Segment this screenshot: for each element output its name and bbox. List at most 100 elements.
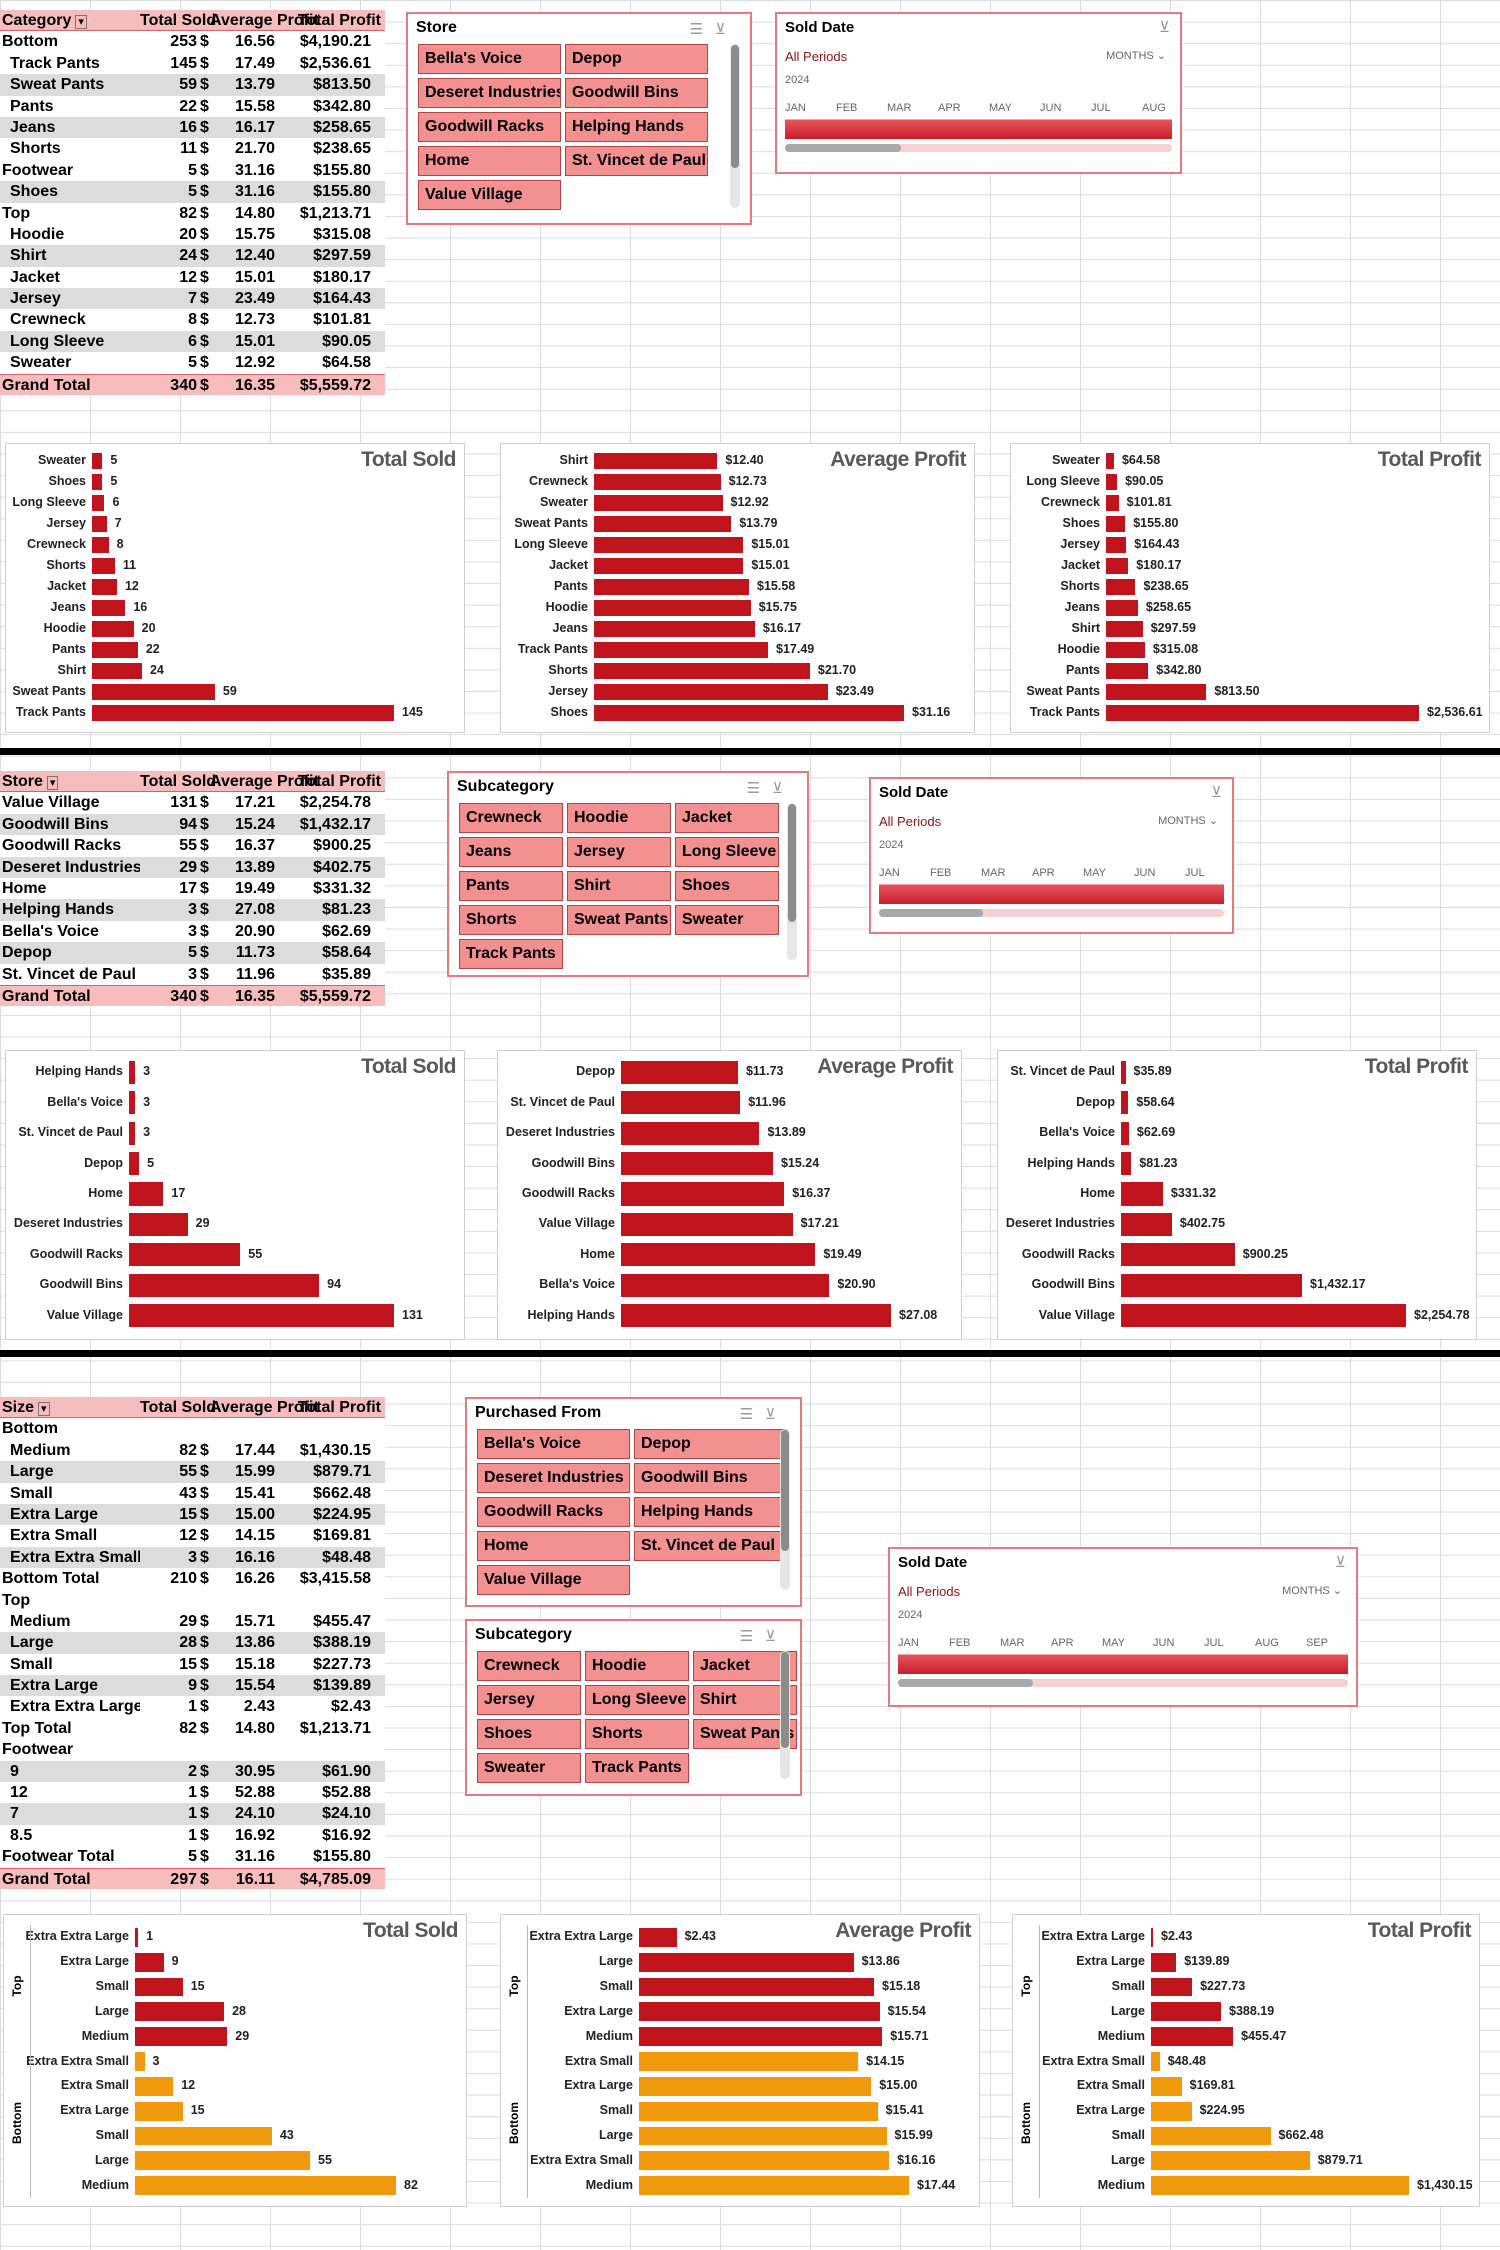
table-row[interactable]: Small 43 $15.41 $662.48 — [0, 1483, 385, 1504]
data-bar[interactable] — [135, 2101, 183, 2121]
table-row[interactable]: 12 1 $52.88 $52.88 — [0, 1782, 385, 1803]
slicer-item[interactable]: Value Village — [477, 1565, 630, 1595]
data-bar[interactable] — [1106, 684, 1207, 701]
data-bar[interactable] — [621, 1182, 785, 1206]
slicer-item[interactable]: Bella's Voice — [477, 1429, 630, 1459]
data-bar[interactable] — [1151, 1952, 1177, 1972]
table-row[interactable]: Shorts 11 $21.70 $238.65 — [0, 138, 385, 159]
data-bar[interactable] — [594, 515, 732, 532]
data-bar[interactable] — [92, 557, 115, 574]
subtotal-row[interactable]: Footwear Total 5 $31.16 $155.80 — [0, 1846, 385, 1868]
data-bar[interactable] — [621, 1060, 738, 1084]
slicer-item[interactable]: Jersey — [477, 1685, 581, 1715]
multi-select-icon[interactable]: ☰ — [689, 21, 716, 38]
data-bar[interactable] — [129, 1182, 164, 1206]
data-bar[interactable] — [621, 1243, 816, 1267]
timeline-month[interactable]: FEB — [930, 867, 952, 879]
store-pivot-table[interactable]: Store ▾ Total Sold Average Profit Total Prof… — [0, 771, 385, 1007]
timeline-month[interactable]: FEB — [836, 102, 858, 114]
data-bar[interactable] — [135, 1952, 164, 1972]
scrollbar-thumb[interactable] — [879, 909, 983, 917]
data-bar[interactable] — [594, 705, 904, 722]
data-bar[interactable] — [135, 2076, 174, 2096]
data-bar[interactable] — [92, 642, 138, 659]
clear-filter-icon[interactable]: ⊻ — [1335, 1554, 1346, 1571]
table-row[interactable]: Large 55 $15.99 $879.71 — [0, 1461, 385, 1483]
scrollbar-thumb[interactable] — [781, 1430, 789, 1551]
table-row[interactable]: Medium 29 $15.71 $455.47 — [0, 1611, 385, 1632]
slicer-scrollbar[interactable] — [780, 1429, 790, 1590]
data-bar[interactable] — [92, 705, 394, 722]
slicer-item[interactable]: Crewneck — [477, 1651, 581, 1681]
slicer-item[interactable]: Goodwill Racks — [477, 1497, 630, 1527]
total-sold-chart[interactable]: Total Sold Helping Hands 3 Bella's Voice 3 St… — [5, 1050, 465, 1340]
clear-filter-icon[interactable]: ⊻ — [1211, 784, 1222, 801]
data-bar[interactable] — [129, 1121, 136, 1145]
data-bar[interactable] — [135, 2052, 145, 2071]
data-bar[interactable] — [1151, 2151, 1310, 2171]
data-bar[interactable] — [1151, 2002, 1222, 2022]
data-bar[interactable] — [594, 600, 751, 617]
clear-filter-icon[interactable]: ⊻ — [1159, 19, 1170, 36]
data-bar[interactable] — [1121, 1060, 1126, 1084]
data-bar[interactable] — [1151, 1927, 1153, 1947]
data-bar[interactable] — [594, 473, 721, 490]
slicer-item[interactable]: Home — [477, 1531, 630, 1561]
data-bar[interactable] — [92, 621, 134, 638]
data-bar[interactable] — [1121, 1304, 1406, 1328]
table-row[interactable]: 9 2 $30.95 $61.90 — [0, 1760, 385, 1783]
table-row[interactable]: Shirt 24 $12.40 $297.59 — [0, 245, 385, 267]
data-bar[interactable] — [639, 2076, 872, 2096]
grand-total-row[interactable]: Grand Total 340 $16.35 $5,559.72 — [0, 984, 385, 1007]
slicer-scrollbar[interactable] — [787, 803, 797, 960]
data-bar[interactable] — [594, 494, 723, 511]
clear-filter-icon[interactable]: ⊻ — [765, 1628, 788, 1645]
filter-dropdown-icon[interactable]: ▾ — [75, 15, 87, 29]
table-row[interactable]: Home 17 $19.49 $331.32 — [0, 878, 385, 899]
timeline-selection-bar[interactable] — [785, 119, 1172, 139]
data-bar[interactable] — [639, 2126, 887, 2146]
data-bar[interactable] — [1151, 2076, 1182, 2096]
slicer-item[interactable]: Sweater — [477, 1753, 581, 1783]
data-bar[interactable] — [1106, 557, 1129, 574]
data-bar[interactable] — [621, 1304, 891, 1328]
subtotal-row[interactable]: Top Total 82 $14.80 $1,213.71 — [0, 1717, 385, 1740]
slicer-item[interactable]: Long Sleeve — [675, 837, 779, 867]
slicer-item[interactable]: Goodwill Racks — [418, 112, 561, 142]
subcategory-slicer-size[interactable]: Subcategory ☰⊻ Crewneck Hoodie Jacket Jersey L… — [465, 1619, 802, 1796]
timeline-month[interactable]: MAY — [1102, 1637, 1126, 1649]
table-row[interactable]: St. Vincet de Paul 3 $11.96 $35.89 — [0, 964, 385, 985]
row-label-header[interactable]: Category ▾ — [0, 10, 140, 30]
multi-select-icon[interactable]: ☰ — [746, 780, 773, 797]
average-profit-chart[interactable]: Average Profit Depop $11.73 St. Vincet de P… — [497, 1050, 962, 1340]
data-bar[interactable] — [1106, 578, 1136, 595]
data-bar[interactable] — [1106, 473, 1118, 490]
data-bar[interactable] — [135, 2126, 272, 2146]
slicer-item[interactable]: Pants — [459, 871, 563, 901]
scrollbar-thumb[interactable] — [898, 1679, 1033, 1687]
group-row[interactable]: Footwear — [0, 1739, 385, 1761]
slicer-item[interactable]: Goodwill Bins — [634, 1463, 787, 1493]
time-level-dropdown[interactable]: MONTHS ⌄ — [1106, 50, 1166, 62]
data-bar[interactable] — [129, 1304, 394, 1328]
data-bar[interactable] — [135, 2002, 225, 2022]
data-bar[interactable] — [1151, 2176, 1409, 2196]
data-bar[interactable] — [129, 1243, 241, 1267]
table-row[interactable]: Crewneck 8 $12.73 $101.81 — [0, 309, 385, 330]
data-bar[interactable] — [135, 2151, 311, 2171]
timeline-month[interactable]: SEP — [1306, 1637, 1329, 1649]
timeline-selection-bar[interactable] — [898, 1654, 1348, 1674]
timeline-month[interactable]: APR — [1051, 1637, 1074, 1649]
group-row[interactable]: Top 82 $14.80 $1,213.71 — [0, 202, 385, 224]
table-row[interactable]: 8.5 1 $16.92 $16.92 — [0, 1825, 385, 1846]
timeline-month[interactable]: JAN — [785, 102, 806, 114]
group-row[interactable]: Bottom 253 $16.56 $4,190.21 — [0, 31, 385, 53]
slicer-item[interactable]: Shirt — [693, 1685, 797, 1715]
total-profit-chart[interactable]: Total Profit St. Vincet de Paul $35.89 Depo… — [997, 1050, 1477, 1340]
slicer-item[interactable]: Helping Hands — [634, 1497, 787, 1527]
timeline-month[interactable]: MAY — [1083, 867, 1107, 879]
timeline-month[interactable]: AUG — [1142, 102, 1166, 114]
data-bar[interactable] — [639, 2101, 878, 2121]
slicer-item[interactable]: Sweat Pants — [567, 905, 671, 935]
data-bar[interactable] — [1151, 2126, 1271, 2146]
